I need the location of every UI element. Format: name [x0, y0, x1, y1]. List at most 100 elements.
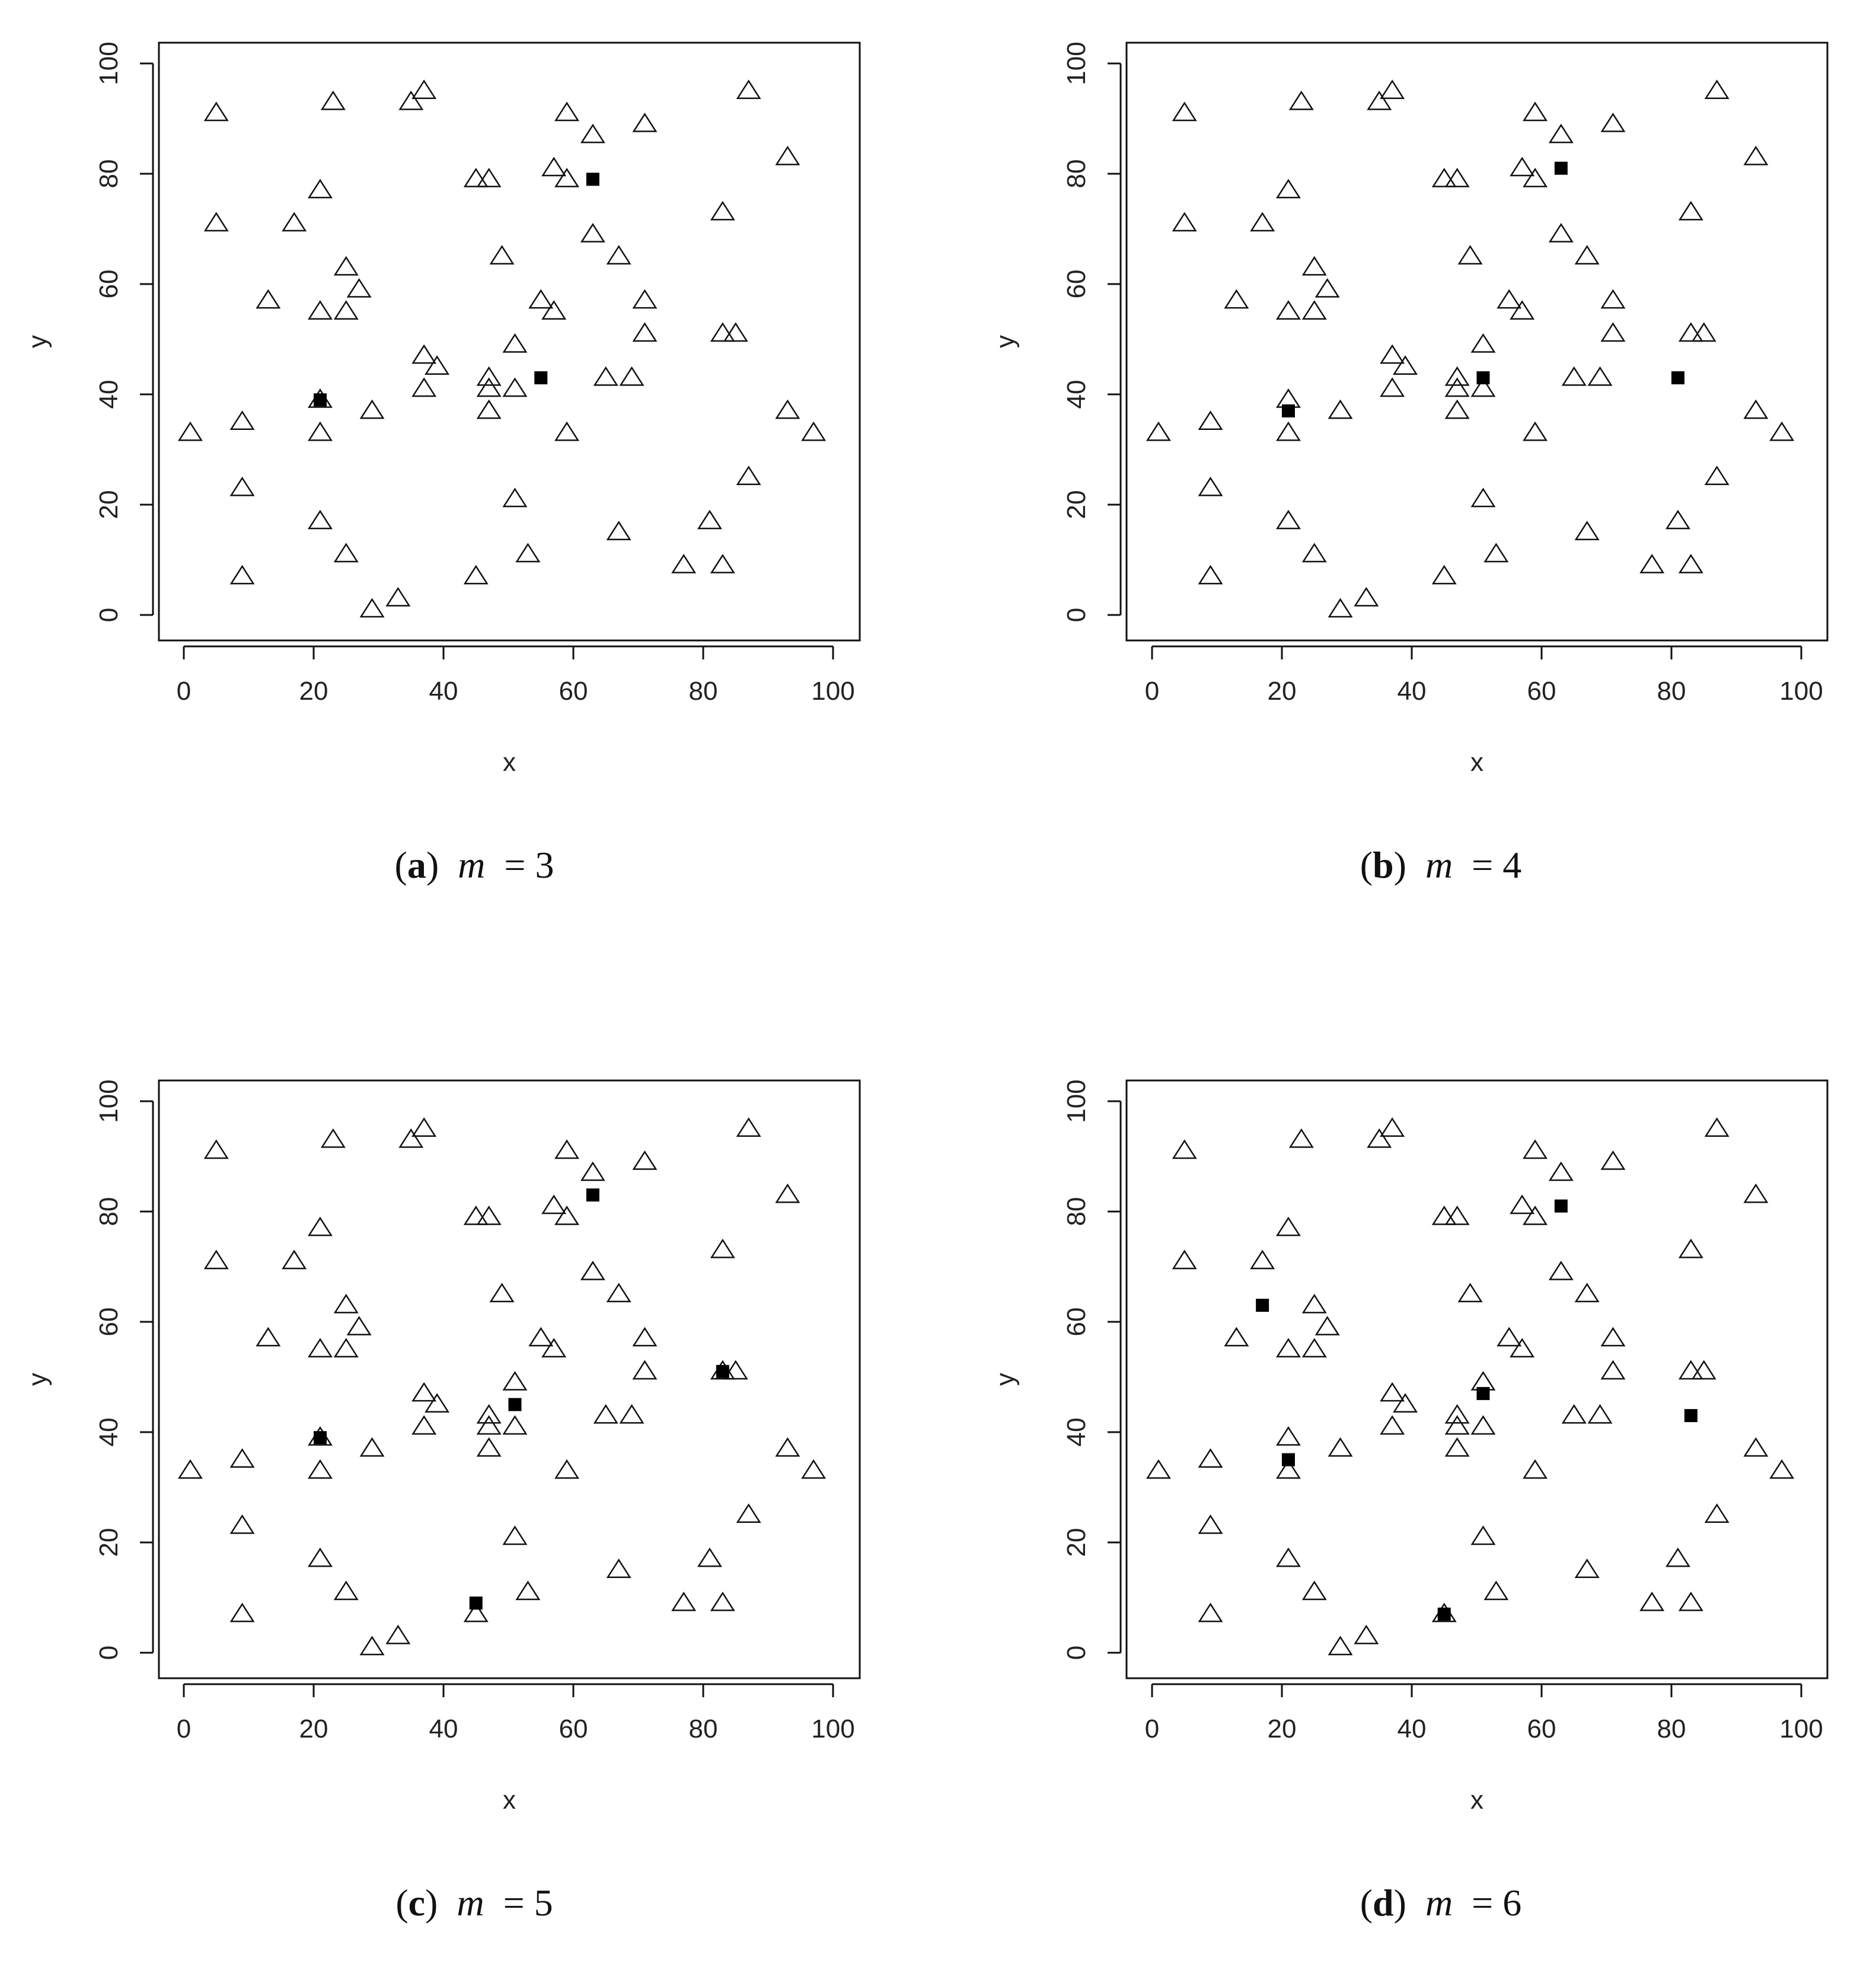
caption-part [438, 1882, 457, 1924]
point-triangle [671, 1591, 697, 1611]
point-triangle [1444, 366, 1470, 386]
point-triangle [1198, 410, 1223, 430]
y-tick-label: 100 [94, 1079, 123, 1123]
point-triangle [1444, 1415, 1470, 1435]
plot-frame [158, 42, 861, 642]
point-triangle [1444, 167, 1470, 187]
point-triangle [619, 366, 645, 386]
y-tick-label: 0 [94, 1646, 123, 1660]
point-triangle [1523, 1459, 1548, 1479]
point-triangle [203, 101, 229, 122]
point-triangle [1444, 1205, 1470, 1225]
y-axis-label: y [991, 1373, 1020, 1386]
point-triangle [1380, 377, 1405, 397]
point-triangle [580, 1260, 605, 1280]
point-triangle [1198, 1448, 1223, 1468]
point-triangle [697, 509, 722, 530]
point-triangle [1665, 1547, 1690, 1567]
point-triangle [203, 212, 229, 232]
y-tick-label: 60 [1062, 1308, 1091, 1337]
y-axis-label: y [991, 335, 1020, 348]
point-square [586, 173, 599, 186]
point-triangle [528, 1327, 554, 1347]
point-square [534, 371, 548, 385]
point-triangle [736, 466, 761, 485]
y-tick-label: 0 [94, 608, 123, 622]
x-tick-label: 60 [1527, 1714, 1556, 1743]
point-triangle [1704, 1117, 1730, 1137]
point-triangle [632, 322, 658, 342]
caption-part: ) [425, 1882, 438, 1924]
point-triangle [1483, 1580, 1509, 1601]
point-triangle [411, 1117, 437, 1137]
point-triangle [425, 355, 450, 375]
point-triangle [1172, 1249, 1197, 1270]
point-triangle [1743, 399, 1769, 419]
point-triangle [1275, 1338, 1301, 1357]
x-tick-label: 0 [177, 1714, 191, 1743]
point-square [586, 1188, 599, 1202]
caption-part: = 4 [1472, 844, 1521, 886]
point-triangle [1275, 1547, 1301, 1567]
point-triangle [1510, 300, 1535, 320]
point-triangle [1523, 1205, 1548, 1225]
point-triangle [1328, 1437, 1353, 1457]
point-triangle [411, 344, 437, 364]
point-square [1554, 1199, 1568, 1213]
point-triangle [333, 300, 359, 320]
point-triangle [1275, 300, 1301, 320]
y-tick-label: 20 [1062, 490, 1091, 519]
point-triangle [1600, 289, 1626, 309]
point-triangle [229, 1448, 255, 1468]
point-triangle [1146, 421, 1171, 441]
point-triangle [1665, 509, 1690, 530]
x-axis-label: x [1470, 1786, 1483, 1815]
point-triangle [411, 1382, 437, 1402]
point-triangle [697, 1547, 722, 1567]
point-triangle [463, 1205, 489, 1225]
point-triangle [476, 399, 502, 419]
point-triangle [632, 1360, 658, 1380]
point-triangle [1678, 553, 1703, 573]
point-triangle [476, 1205, 502, 1225]
caption-part: a [407, 844, 426, 886]
point-square [1281, 404, 1295, 417]
point-triangle [398, 1128, 424, 1148]
caption-part [1453, 844, 1472, 886]
point-triangle [359, 598, 385, 618]
point-triangle [1288, 90, 1314, 110]
y-tick-label: 100 [94, 42, 123, 85]
point-triangle [1444, 399, 1470, 419]
point-triangle [801, 421, 827, 441]
point-triangle [1444, 377, 1470, 397]
caption-part: d [1373, 1882, 1394, 1924]
point-triangle [1380, 1415, 1405, 1435]
point-triangle [463, 167, 489, 187]
point-square [1684, 1409, 1698, 1423]
caption-part: ( [395, 1882, 408, 1924]
point-triangle [1678, 1591, 1703, 1611]
point-triangle [1301, 256, 1327, 276]
y-tick-label: 40 [94, 1418, 123, 1447]
point-triangle [1600, 1327, 1626, 1347]
point-triangle [476, 1404, 502, 1424]
point-triangle [1678, 322, 1703, 342]
point-triangle [541, 300, 567, 320]
point-triangle [1470, 1415, 1496, 1435]
point-triangle [541, 1338, 567, 1357]
point-triangle [1769, 421, 1795, 441]
point-triangle [1704, 1503, 1730, 1523]
x-tick-label: 20 [299, 677, 328, 706]
point-triangle [580, 123, 605, 144]
point-triangle [333, 543, 359, 563]
point-triangle [710, 322, 735, 342]
x-tick-label: 20 [299, 1714, 328, 1743]
point-triangle [1523, 101, 1548, 122]
x-tick-label: 80 [1657, 677, 1686, 706]
point-triangle [489, 1283, 515, 1302]
x-tick-label: 60 [559, 677, 588, 706]
point-triangle [177, 421, 203, 441]
y-tick-label: 60 [1062, 270, 1091, 299]
x-tick-label: 80 [689, 1714, 718, 1743]
point-triangle [1301, 1580, 1327, 1601]
